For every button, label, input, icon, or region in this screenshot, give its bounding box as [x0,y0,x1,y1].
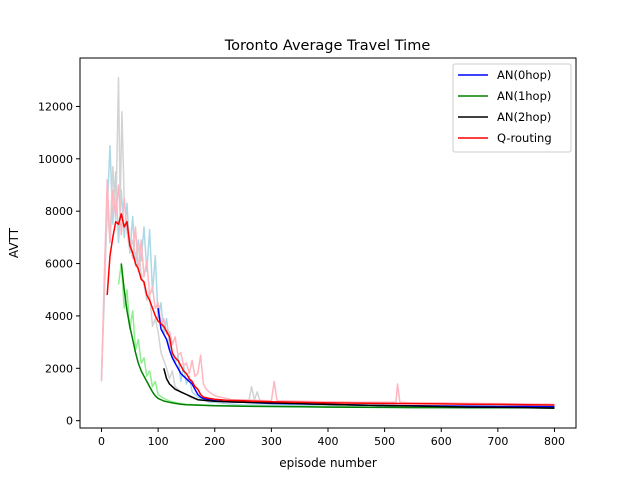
raw-series-line-3 [100,179,555,406]
x-tick-label: 400 [318,435,339,448]
series-line-3 [106,213,555,406]
y-tick-label: 6000 [45,258,73,271]
legend: AN(0hop) AN(1hop) AN(2hop) Q-routing [452,63,572,153]
y-tick-label: 0 [66,415,73,428]
series-layer [106,213,555,409]
y-tick-label: 10000 [38,153,73,166]
raw-series-line-0 [100,144,555,407]
legend-frame [452,63,572,153]
x-tick-label: 100 [148,435,169,448]
y-tick-label: 8000 [45,205,73,218]
raw-series-line-1 [117,262,555,409]
legend-label-1: AN(1hop) [497,89,551,103]
legend-label-0: AN(0hop) [497,68,551,82]
legend-label-3: Q-routing [497,131,552,145]
y-tick-label: 12000 [38,100,73,113]
x-tick-label: 600 [431,435,452,448]
x-axis: 0 100 200 300 400 500 600 700 800 [98,428,565,448]
x-tick-label: 300 [261,435,282,448]
x-tick-label: 200 [204,435,225,448]
x-tick-label: 800 [544,435,565,448]
x-tick-label: 700 [487,435,508,448]
legend-label-2: AN(2hop) [497,110,551,124]
series-line-2 [163,368,555,409]
y-axis-label: AVTT [7,227,21,258]
y-tick-label: 4000 [45,310,73,323]
chart-title: Toronto Average Travel Time [224,38,431,54]
x-axis-label: episode number [279,456,377,470]
x-tick-label: 500 [374,435,395,448]
series-line-1 [120,263,555,409]
x-tick-label: 0 [98,435,105,448]
y-axis: 0 2000 4000 6000 8000 10000 12000 [38,100,80,428]
y-tick-label: 2000 [45,362,73,375]
series-line-0 [157,307,555,408]
